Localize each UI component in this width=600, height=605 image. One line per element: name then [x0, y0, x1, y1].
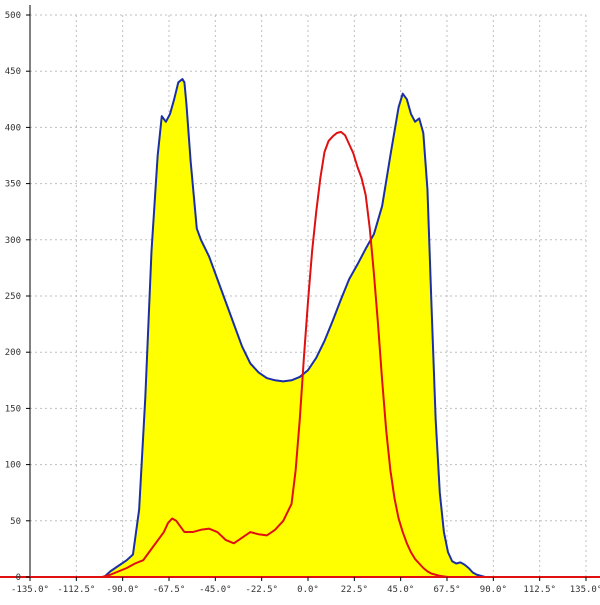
- x-tick-label: 0.0°: [297, 585, 319, 595]
- x-tick-label: 22.5°: [341, 585, 368, 595]
- y-tick-label: 350: [5, 180, 21, 190]
- y-tick-label: 450: [5, 67, 21, 77]
- series-1-line: [103, 78, 520, 578]
- x-tick-label: 67.5°: [433, 585, 460, 595]
- x-tick-label: 45.0°: [387, 585, 414, 595]
- y-tick-label: 100: [5, 461, 21, 471]
- x-tick-label: -67.5°: [153, 585, 186, 595]
- x-tick-label: -135.0°: [11, 585, 49, 595]
- y-tick-label: 500: [5, 11, 21, 21]
- y-tick-label: 0: [16, 573, 21, 583]
- x-tick-label: -22.5°: [245, 585, 278, 595]
- x-tick-label: 135.0°: [570, 585, 600, 595]
- axes: [0, 5, 600, 581]
- series-1-area: [104, 79, 519, 577]
- y-tick-label: 50: [10, 517, 21, 527]
- x-tick-label: -45.0°: [199, 585, 232, 595]
- x-tick-label: 90.0°: [480, 585, 507, 595]
- y-tick-label: 250: [5, 292, 21, 302]
- y-tick-label: 150: [5, 404, 21, 414]
- y-tick-label: 400: [5, 123, 21, 133]
- series-layer: [29, 78, 587, 578]
- y-tick-label: 200: [5, 348, 21, 358]
- x-tick-label: 112.5°: [523, 585, 556, 595]
- x-tick-label: -112.5°: [57, 585, 95, 595]
- x-tick-label: -90.0°: [106, 585, 139, 595]
- y-tick-label: 300: [5, 236, 21, 246]
- series-2-line: [29, 130, 587, 578]
- tick-labels: 0 50 100 150 200 250 300 350 400 450 500 -135.0° -11…: [5, 11, 600, 595]
